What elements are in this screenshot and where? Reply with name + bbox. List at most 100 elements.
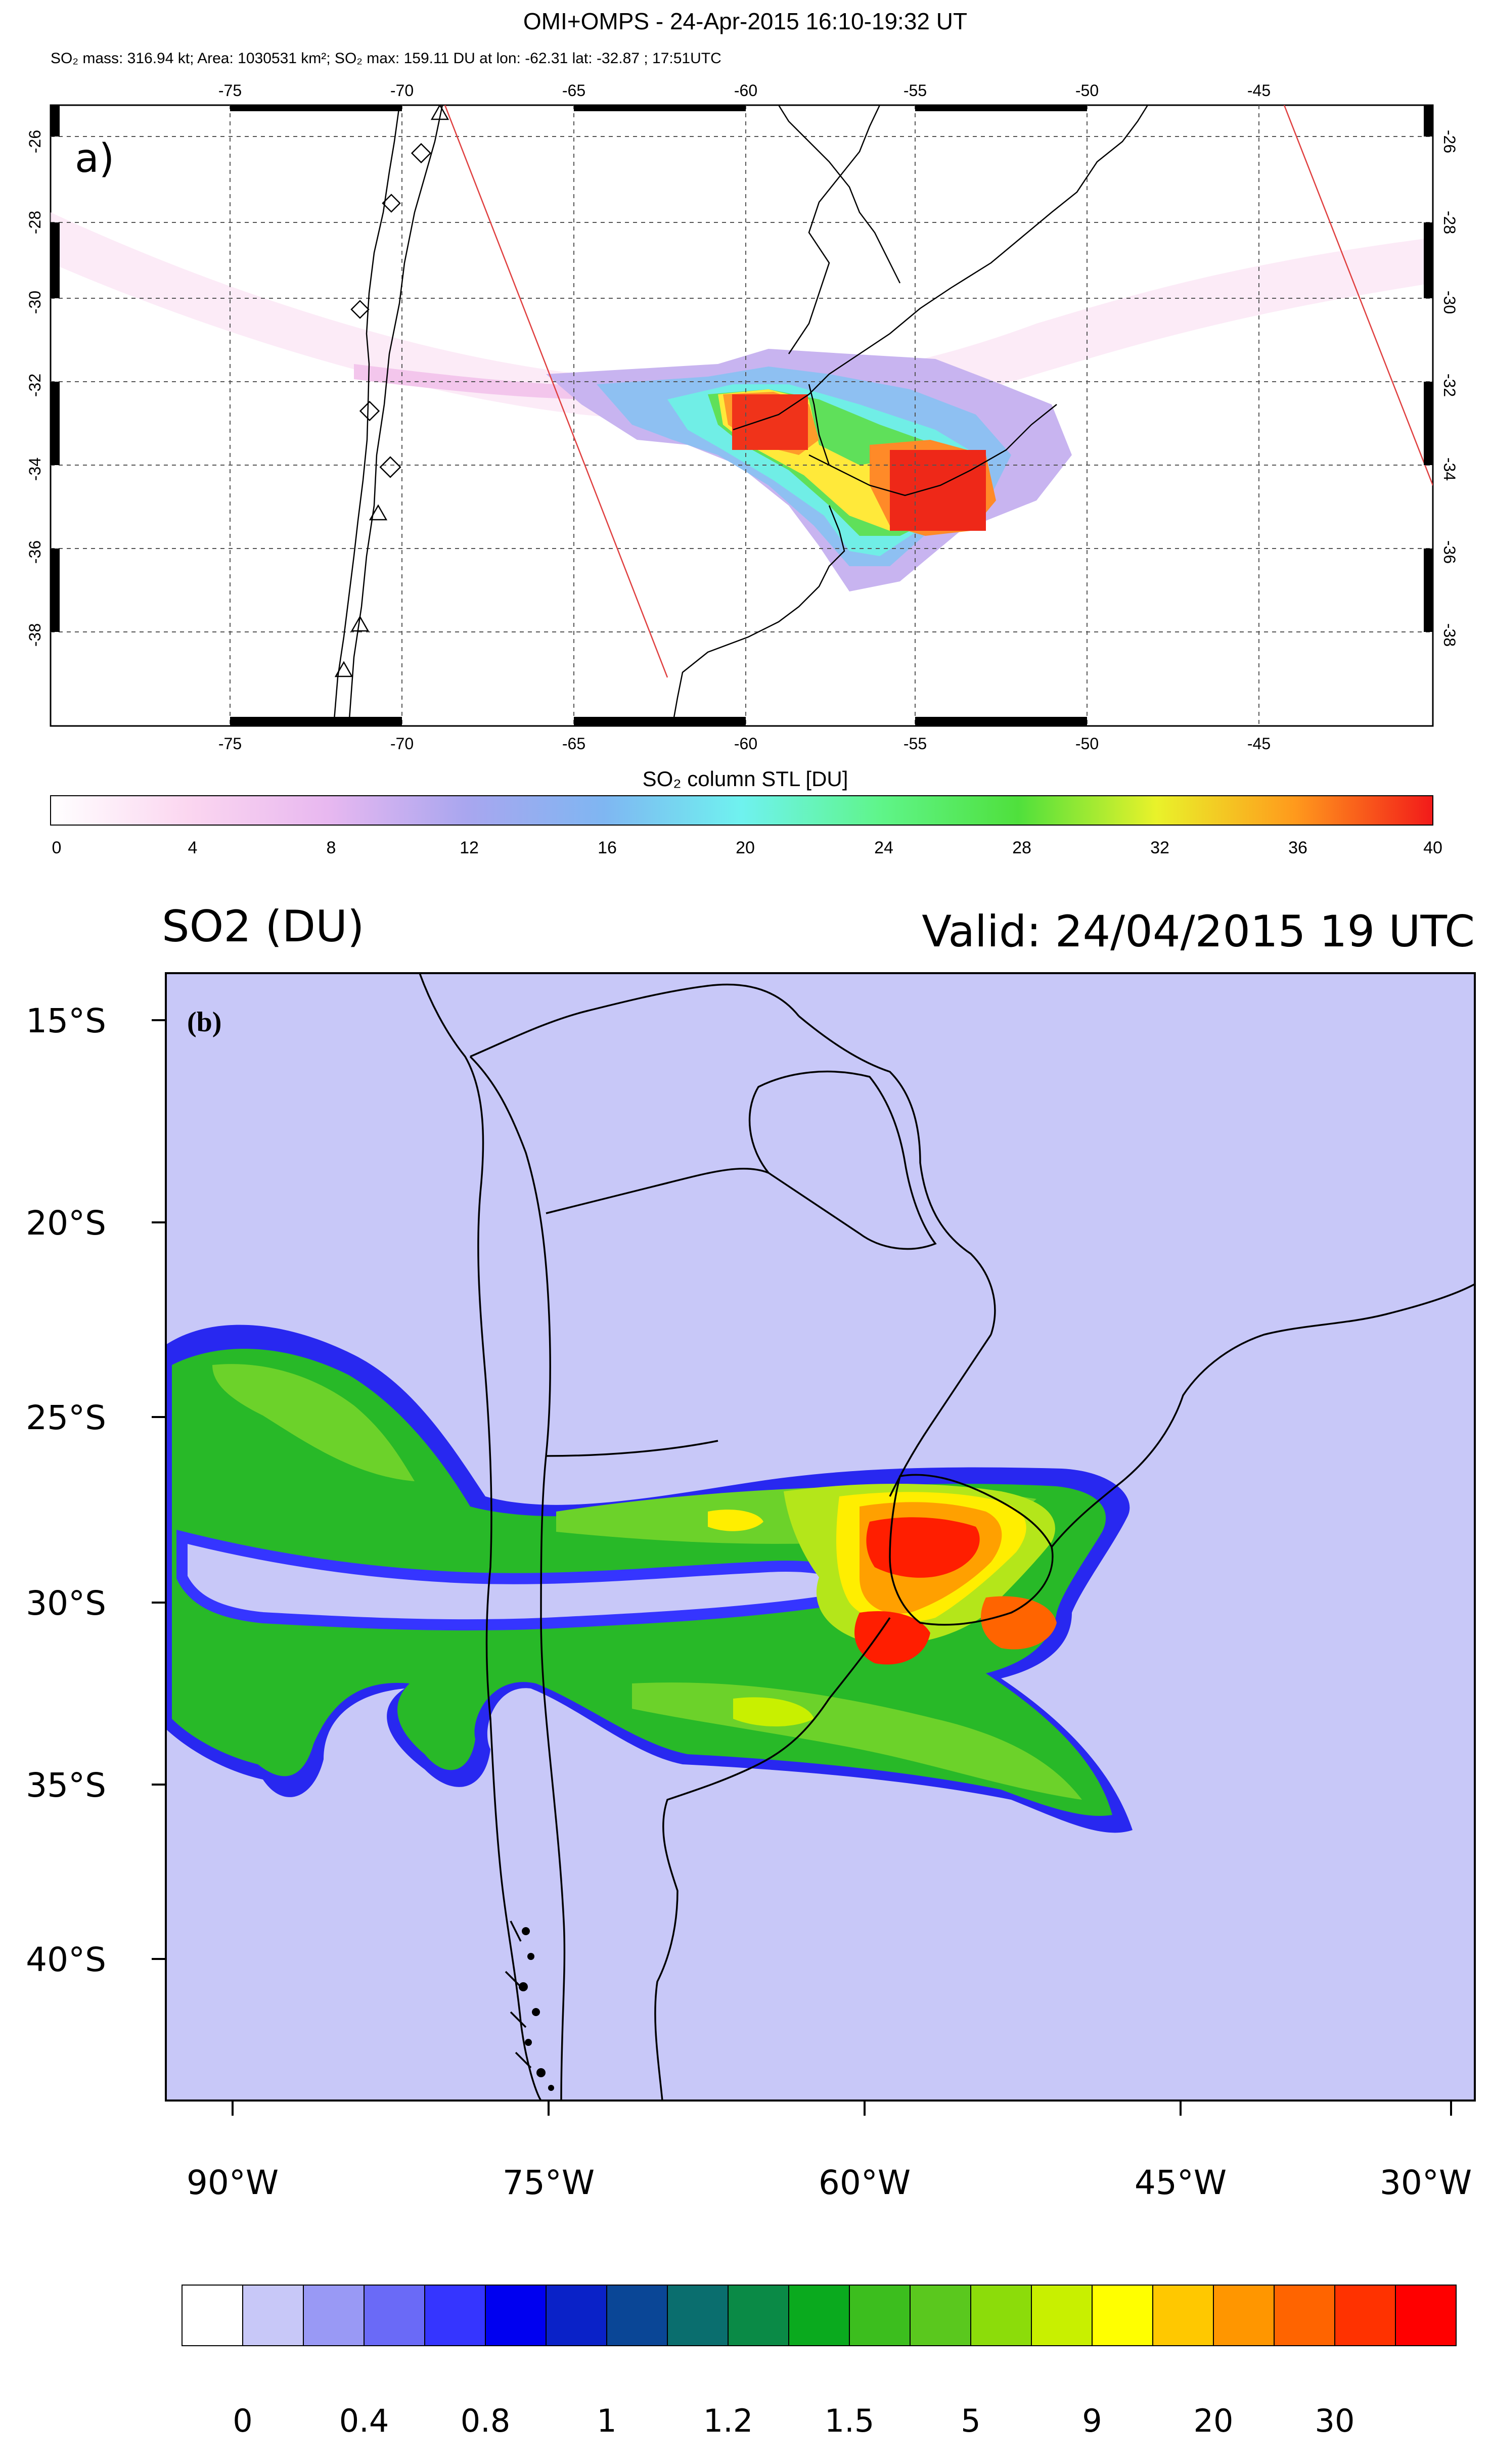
panel-a-coastlines <box>333 105 1149 726</box>
panel-b-coastlines <box>419 973 1475 2101</box>
lon-label: -60 <box>734 735 757 753</box>
colorbar-cell <box>728 2285 789 2346</box>
model-so2-plume <box>166 1325 1133 1833</box>
colorbar-tick: 4 <box>188 838 198 857</box>
panel-a-left-lat-labels: -26 -28 -30 -32 -34 -36 -38 <box>26 130 44 647</box>
panel-a-label: a) <box>75 136 114 181</box>
panel-a-title: OMI+OMPS - 24-Apr-2015 16:10-19:32 UT <box>523 8 967 34</box>
colorbar-tick: 12 <box>460 838 479 857</box>
brazil-south-coast <box>1051 1283 1475 1548</box>
plume-yellow-south <box>733 1697 814 1726</box>
plume-red-core-north <box>866 1517 980 1578</box>
panel-b-title-left: SO2 (DU) <box>162 901 365 952</box>
colorbar-cell <box>606 2285 668 2346</box>
brazil-bolivia-border <box>798 1015 996 1335</box>
uruguay-river <box>808 384 830 466</box>
plume-red-core-south <box>854 1611 930 1665</box>
lat-label: -34 <box>1440 458 1459 481</box>
colorbar-tick: 32 <box>1150 838 1169 857</box>
colorbar-tick: 24 <box>874 838 893 857</box>
colorbar-cell <box>1274 2285 1335 2346</box>
panel-a-bottom-lon-labels: -75 -70 -65 -60 -55 -50 -45 <box>218 735 1271 753</box>
colorbar-tick: 20 <box>1194 2402 1234 2439</box>
colorbar-tick: 20 <box>736 838 755 857</box>
colorbar-tick: 1.2 <box>703 2402 753 2439</box>
lon-label: 30°W <box>1380 2163 1472 2202</box>
lat-label: -36 <box>1440 540 1459 564</box>
panel-a-gridlines <box>51 105 1433 726</box>
lat-label: -32 <box>26 374 44 397</box>
parana-river-line <box>788 105 881 354</box>
lon-label: -50 <box>1075 735 1099 753</box>
colorbar-cell <box>485 2285 547 2346</box>
lon-label: -70 <box>390 81 414 100</box>
chile-island-marks <box>519 1927 554 2091</box>
panel-a-frame-ticks <box>51 105 1433 726</box>
lon-label: -70 <box>390 735 414 753</box>
colorbar-cell <box>788 2285 850 2346</box>
plume-red-core-east <box>890 450 986 531</box>
lon-label: 45°W <box>1135 2163 1227 2202</box>
argentina-interior-line <box>546 1440 718 1457</box>
panel-b: SO2 (DU) Valid: 24/04/2015 19 UTC <box>26 901 1476 2439</box>
lat-label: 35°S <box>26 1766 106 1805</box>
plume-lightgreen-west <box>212 1364 415 1481</box>
argentina-north-border <box>546 1168 769 1214</box>
colorbar-tick: 8 <box>327 838 336 857</box>
lat-label: -36 <box>26 540 44 564</box>
lat-label: -30 <box>1440 291 1459 314</box>
panel-b-lat-labels: 15°S 20°S 25°S 30°S 35°S 40°S <box>26 1001 106 1979</box>
orbit-swath-lines <box>444 105 1433 678</box>
colorbar-cell <box>970 2285 1032 2346</box>
lat-label: -26 <box>26 130 44 153</box>
panel-b-colorbar-ticks: 0 0.4 0.8 1 1.2 1.5 5 9 20 30 <box>233 2402 1354 2439</box>
colorbar-cell <box>1152 2285 1214 2346</box>
colorbar-tick: 0.4 <box>339 2402 389 2439</box>
panel-b-colorbar <box>182 2285 1457 2346</box>
panel-a-colorbar-ticks: 0 4 8 12 16 20 24 28 32 36 40 <box>52 838 1442 857</box>
lat-label: 20°S <box>26 1204 106 1243</box>
panel-a-top-lon-labels: -75 -70 -65 -60 -55 -50 -45 <box>218 81 1271 100</box>
lon-label: -50 <box>1075 81 1099 100</box>
lat-label: -30 <box>26 291 44 314</box>
parana-river <box>889 1334 992 1497</box>
panel-b-title-right: Valid: 24/04/2015 19 UTC <box>922 906 1475 957</box>
lat-label: -38 <box>26 623 44 647</box>
chile-coast <box>333 105 400 726</box>
north-interior-outline <box>778 105 901 284</box>
panel-b-lat-ticks <box>152 1019 166 1960</box>
colorbar-cell <box>1334 2285 1396 2346</box>
lon-label: -45 <box>1247 81 1271 100</box>
lon-label: -65 <box>562 81 585 100</box>
colorbar-cell <box>182 2285 243 2346</box>
colorbar-cell <box>303 2285 365 2346</box>
panel-a-right-lat-labels: -26 -28 -30 -32 -34 -36 -38 <box>1440 130 1459 647</box>
panel-b-lon-ticks <box>232 2101 1452 2116</box>
chile-islands <box>505 1921 532 2069</box>
colorbar-tick: 0 <box>233 2402 252 2439</box>
lat-label: -28 <box>1440 211 1459 234</box>
panel-b-map-frame <box>165 972 1476 2102</box>
lon-label: -55 <box>903 735 927 753</box>
lat-label: -34 <box>26 458 44 481</box>
lat-label: 25°S <box>26 1398 106 1437</box>
colorbar-tick: 0 <box>52 838 62 857</box>
lon-label: -55 <box>903 81 927 100</box>
lat-label: -28 <box>26 211 44 234</box>
colorbar-tick: 1.5 <box>825 2402 875 2439</box>
lon-label: 60°W <box>819 2163 911 2202</box>
plume-orange-east <box>981 1596 1057 1650</box>
colorbar-cell <box>424 2285 486 2346</box>
lat-label: -26 <box>1440 130 1459 153</box>
lat-label: 30°S <box>26 1584 106 1623</box>
colorbar-tick: 0.8 <box>461 2402 511 2439</box>
pacific-coast <box>419 973 542 2101</box>
lon-label: -75 <box>218 81 242 100</box>
colorbar-tick: 36 <box>1288 838 1307 857</box>
colorbar-tick: 40 <box>1423 838 1442 857</box>
colorbar-tick: 5 <box>961 2402 980 2439</box>
argentina-atlantic-coast <box>671 505 845 726</box>
lon-label: -65 <box>562 735 585 753</box>
panel-b-label: (b) <box>187 1007 221 1038</box>
bolivia-border <box>470 983 800 1058</box>
